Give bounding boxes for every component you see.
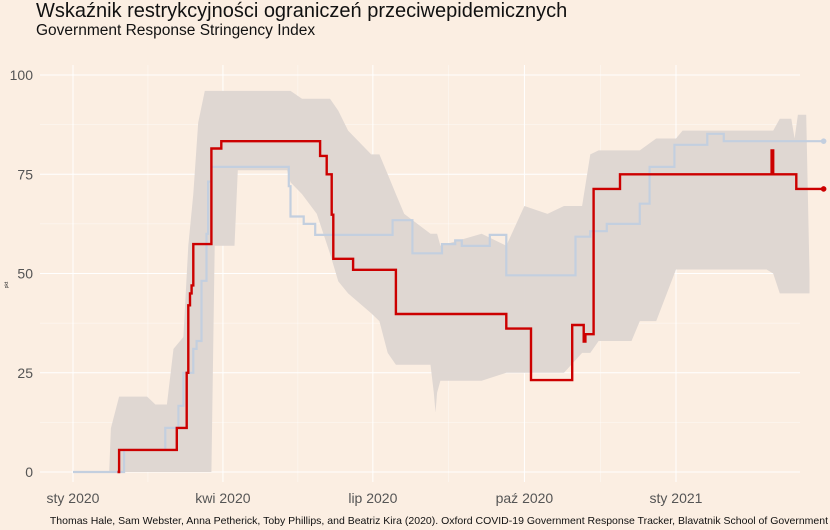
y-tick-label: 100 (10, 67, 34, 83)
x-tick-label: sty 2020 (47, 490, 100, 506)
x-tick-label: sty 2021 (650, 490, 703, 506)
series-endpoint-polska (820, 186, 827, 192)
series-line-niemcy (73, 132, 823, 474)
y-tick-label: 75 (17, 166, 33, 182)
series-line-polska (117, 140, 823, 474)
chart-title: Wskaźnik restrykcyjności ograniczeń prze… (36, 0, 568, 22)
chart-subtitle: Government Response Stringency Index (36, 22, 316, 39)
y-tick-label: 0 (25, 464, 33, 480)
y-tick-label: 50 (17, 266, 33, 282)
x-tick-label: paź 2020 (496, 490, 554, 506)
stringency-chart: 0 25 50 75 100 sty 2020 kwi 2020 lip 2020 paź 20… (4, 65, 827, 506)
y-tick-label: 25 (17, 365, 33, 381)
x-tick-label: kwi 2020 (195, 490, 250, 506)
series-endpoint-niemcy (820, 138, 827, 144)
y-axis-label: pkt (4, 281, 10, 288)
x-tick-label: lip 2020 (348, 490, 397, 506)
source-caption: Thomas Hale, Sam Webster, Anna Petherick… (49, 515, 828, 527)
range-band (109, 90, 810, 473)
